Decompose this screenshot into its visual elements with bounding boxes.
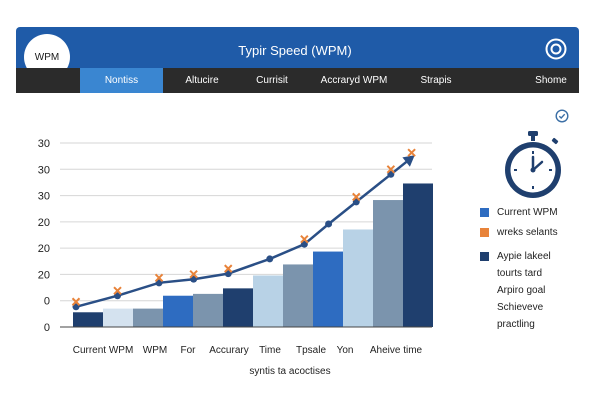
data-point xyxy=(224,270,232,278)
x-tick-label: Aheive time xyxy=(370,345,423,356)
note-line: Schieveve xyxy=(497,302,544,313)
bar xyxy=(253,275,283,327)
bar xyxy=(283,264,313,327)
tab-nontiss[interactable]: Nontiss xyxy=(80,68,163,93)
x-tick-label: Accurary xyxy=(209,345,248,356)
settings-icon[interactable] xyxy=(545,38,567,60)
y-tick-label: 30 xyxy=(38,138,50,150)
legend-item-current-wpm: Current WPM xyxy=(480,207,558,218)
y-tick-label: 20 xyxy=(38,217,50,229)
data-point xyxy=(325,220,333,228)
x-tick-label: Tpsale xyxy=(296,345,326,356)
bar xyxy=(193,293,223,327)
data-point xyxy=(72,303,80,311)
check-circle-icon[interactable] xyxy=(555,109,569,123)
notes-swatch xyxy=(480,252,489,261)
bar xyxy=(73,312,103,327)
orange-marker xyxy=(113,286,122,295)
orange-marker xyxy=(224,264,233,273)
tab-currisit[interactable]: Currisit xyxy=(256,75,288,86)
x-tick-label: Yon xyxy=(337,345,354,356)
legend-label: wreks selants xyxy=(497,227,558,238)
data-point xyxy=(300,240,308,248)
bar xyxy=(103,308,133,327)
bar xyxy=(343,229,373,327)
orange-marker xyxy=(300,234,309,244)
data-point xyxy=(190,275,198,283)
note-line: tourts tard xyxy=(497,268,543,279)
bar xyxy=(163,295,193,327)
app-header xyxy=(16,27,579,68)
page-title: Typir Speed (WPM) xyxy=(238,43,352,58)
orange-marker xyxy=(407,148,416,157)
data-point xyxy=(266,255,274,263)
tab-altucire[interactable]: Altucire xyxy=(185,75,219,86)
legend-swatch-blue xyxy=(480,208,489,217)
orange-marker xyxy=(189,269,198,279)
y-tick-label: 0 xyxy=(44,296,50,308)
x-tick-label: Time xyxy=(259,345,281,356)
note-line: Arpiro goal xyxy=(497,285,546,296)
bar xyxy=(313,251,343,327)
data-point xyxy=(352,198,360,206)
stopwatch-icon xyxy=(505,131,561,198)
data-point xyxy=(155,279,163,287)
x-tick-label: For xyxy=(181,345,197,356)
tab-accraryd-wpm[interactable]: Accraryd WPM xyxy=(320,75,388,86)
y-tick-label: 30 xyxy=(38,191,50,203)
legend-swatch-orange xyxy=(480,228,489,237)
y-tick-label: 20 xyxy=(38,243,50,255)
trend-arrowhead xyxy=(402,155,415,167)
tab-strapis[interactable]: Strapis xyxy=(420,75,452,86)
note-line: Aypie lakeel xyxy=(497,251,551,262)
bar xyxy=(403,183,433,327)
x-tick-label: WPM xyxy=(143,345,167,356)
data-point xyxy=(114,292,122,300)
y-tick-label: 0 xyxy=(44,322,50,334)
legend-item-wreks-selants: wreks selants xyxy=(480,227,558,238)
y-tick-label: 30 xyxy=(38,164,50,176)
note-line: practling xyxy=(497,319,535,330)
orange-marker xyxy=(386,165,396,174)
tab-shome[interactable]: Shome xyxy=(535,75,567,86)
orange-marker xyxy=(352,192,361,202)
data-point xyxy=(387,170,395,178)
x-tick-label: Current WPM xyxy=(73,345,134,356)
y-tick-label: 20 xyxy=(38,269,50,281)
orange-marker xyxy=(154,273,164,283)
bar xyxy=(133,308,163,327)
bar xyxy=(373,200,403,327)
logo-text: WPM xyxy=(34,51,60,63)
orange-marker xyxy=(71,297,81,306)
x-axis-title: syntis ta acoctises xyxy=(249,366,331,377)
legend-label: Current WPM xyxy=(497,207,558,218)
bar xyxy=(223,288,253,327)
